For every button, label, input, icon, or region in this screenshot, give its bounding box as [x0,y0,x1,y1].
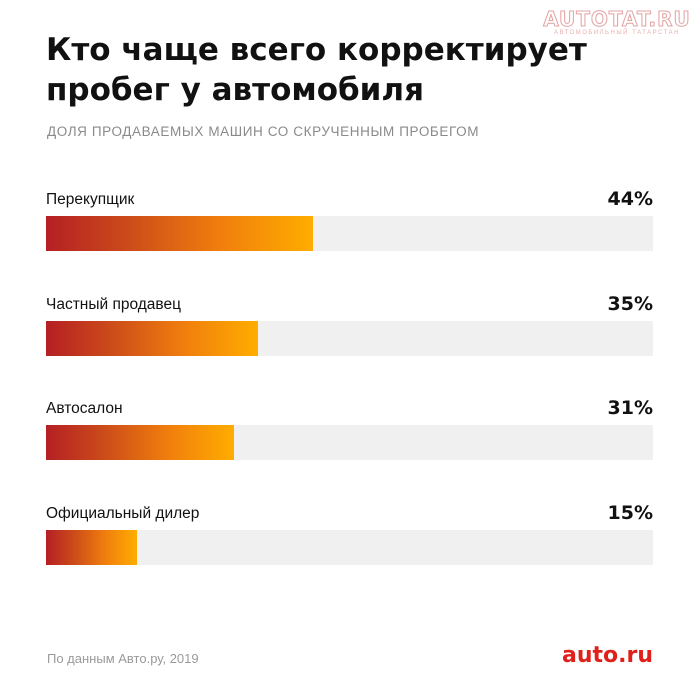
bar [46,216,314,251]
bar-category-label: Перекупщик [46,191,135,208]
bar-value-label: 15% [607,501,653,524]
chart-subtitle: ДОЛЯ ПРОДАВАЕМЫХ МАШИН СО СКРУЧЕННЫМ ПРО… [47,124,480,139]
bar [46,320,259,356]
bar-track [46,320,653,356]
bar-category-label: Частный продавец [46,295,181,313]
bar-track [46,425,653,460]
watermark-sub-text: АВТОМОБИЛЬНЫЙ ТАТАРСТАН [554,30,680,36]
auto-ru-logo[interactable]: auto.ru [561,643,653,668]
watermark-logo: AUTOTAT.RU АВТОМОБИЛЬНЫЙ ТАТАРСТАН [542,8,692,38]
bar-chart: Перекупщик 44% Частный продавец 35% Автосало… [46,186,653,586]
chart-title: Кто чаще всего корректирует пробег у авт… [46,32,587,108]
bar-track [46,529,653,565]
bar-category-label: Официальный дилер [46,504,200,522]
bar-value-label: 44% [607,188,653,210]
bar-value-label: 31% [607,397,653,419]
bar-track [46,216,653,251]
bar-category-label: Автосалон [46,400,123,417]
bar [46,425,235,460]
bar-value-label: 35% [607,292,653,315]
watermark-main-text: AUTOTAT.RU [543,7,691,31]
bar [46,529,138,565]
source-note: По данным Авто.ру, 2019 [47,651,199,666]
